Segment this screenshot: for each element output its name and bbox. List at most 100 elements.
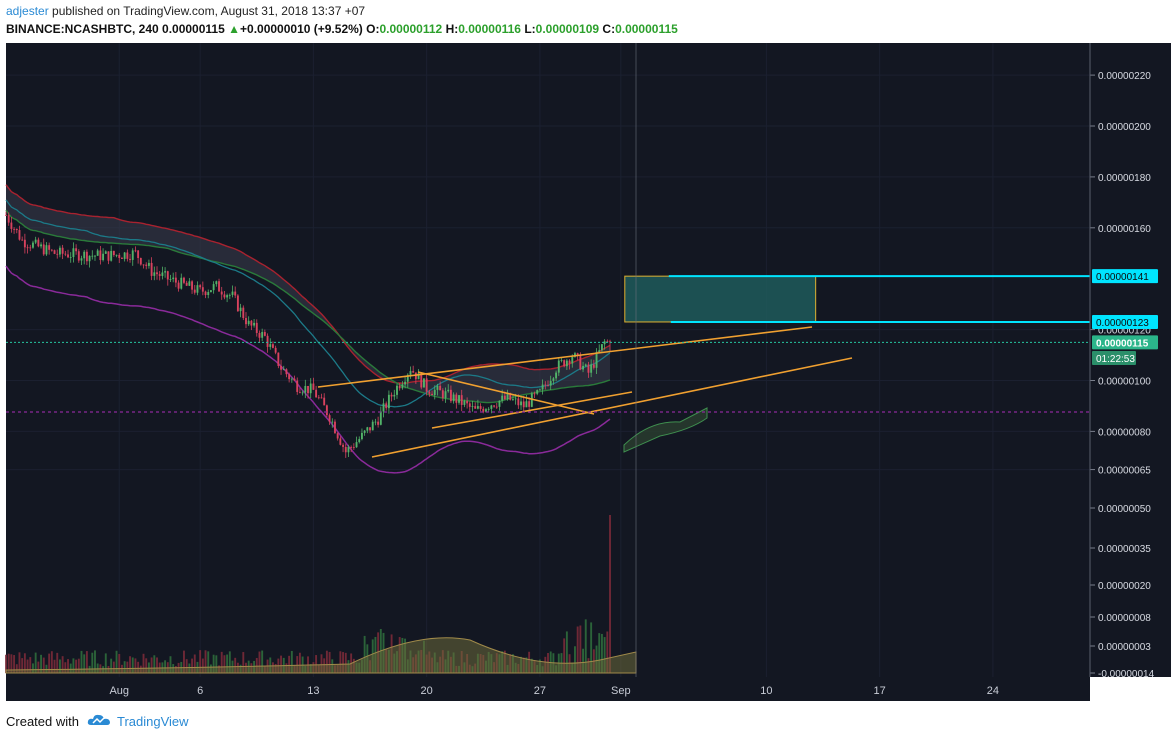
close-label: C:: [602, 22, 616, 36]
candle-body: [245, 318, 247, 325]
volume-bar: [29, 657, 32, 673]
candle-body: [147, 262, 150, 266]
price-change: +0.00000010 (+9.52%): [240, 22, 363, 36]
candle-body: [26, 247, 29, 249]
x-tick-label: 10: [760, 685, 772, 697]
candle-body: [501, 395, 504, 401]
candle-body: [277, 352, 280, 366]
candle-body: [307, 385, 309, 394]
candle-body: [13, 228, 16, 230]
candle-body: [315, 389, 318, 398]
volume-bar: [131, 657, 134, 673]
candle-body: [207, 292, 210, 296]
candle-body: [592, 364, 595, 368]
volume-bar: [96, 663, 99, 673]
volume-bar: [193, 654, 196, 673]
candle-body: [67, 254, 69, 258]
candle-body: [600, 344, 603, 351]
candle-body: [150, 262, 153, 276]
candle-body: [360, 432, 363, 440]
candle-body: [145, 264, 148, 266]
candle-body: [358, 439, 361, 443]
volume-bar: [234, 657, 237, 673]
candle-body: [449, 389, 452, 402]
candle-body: [7, 215, 10, 223]
candle-body: [587, 364, 590, 373]
volume-bar: [123, 661, 126, 673]
author-link[interactable]: adjester: [6, 4, 49, 18]
y-tick-label: 0.00000180: [1098, 173, 1151, 184]
y-tick-label: 0.00000220: [1098, 71, 1151, 82]
candle-body: [595, 352, 598, 368]
candle-body: [242, 307, 245, 319]
volume-bar: [201, 658, 204, 673]
candle-body: [258, 332, 261, 338]
price-chart[interactable]: 0.00000220 0.00000200 0.00000180 0.00000160…: [0, 40, 1171, 703]
candle-body: [193, 289, 196, 293]
candle-body: [223, 294, 226, 298]
candle-body: [460, 395, 463, 405]
candle-body: [509, 393, 512, 400]
volume-bar: [80, 650, 83, 673]
candle-body: [479, 406, 482, 409]
trendline: [417, 371, 595, 415]
candle-body: [220, 291, 223, 295]
candle-body: [188, 281, 191, 286]
volume-bar: [110, 658, 113, 673]
candle-body: [253, 322, 256, 326]
volume-bar: [296, 656, 299, 673]
candle-body: [493, 405, 496, 407]
price-badge-bg: [1092, 269, 1158, 284]
candle-body: [134, 250, 137, 252]
candle-body: [169, 279, 172, 280]
x-tick-label: 6: [197, 685, 203, 697]
candle-body: [371, 421, 374, 431]
candle-body: [129, 258, 131, 260]
candle-body: [10, 222, 13, 229]
volume-bar: [199, 650, 202, 673]
candle-body: [161, 272, 164, 276]
volume-bar: [185, 659, 188, 673]
tradingview-link[interactable]: TradingView: [116, 714, 189, 729]
candle-body: [234, 291, 237, 296]
candle-body: [541, 384, 544, 390]
candle-body: [293, 378, 296, 381]
time-axis[interactable]: [6, 677, 1090, 701]
candle-body: [196, 285, 199, 293]
candle-body: [34, 239, 37, 243]
volume-bar: [13, 655, 16, 673]
candle-body: [75, 248, 78, 252]
volume-bar: [342, 652, 345, 673]
volume-bar: [53, 659, 56, 673]
volume-bar: [280, 655, 282, 673]
volume-bar: [126, 661, 129, 673]
volume-bar: [104, 653, 107, 673]
volume-bar: [112, 661, 115, 673]
open-value: 0.00000112: [379, 22, 443, 36]
x-tick-label: 24: [987, 685, 999, 697]
candle-body: [387, 394, 390, 409]
symbol-name[interactable]: BINANCE:NCASHBTC, 240: [6, 22, 159, 36]
volume-bar: [344, 652, 347, 673]
volume-bar: [67, 659, 69, 673]
candle-body: [344, 446, 347, 453]
volume-bar: [609, 515, 611, 673]
tradingview-cloud-icon: [87, 713, 111, 730]
y-tick-label: 0.00000200: [1098, 122, 1151, 133]
candle-body: [355, 442, 358, 448]
candle-body: [312, 383, 315, 390]
price-badge-label: 01:22:53: [1096, 354, 1135, 365]
y-tick-label: 0.00000065: [1098, 466, 1151, 477]
volume-bar: [23, 653, 26, 673]
volume-bar: [5, 654, 7, 673]
candle-body: [474, 406, 477, 409]
candle-body: [447, 389, 450, 392]
candle-body: [118, 254, 121, 258]
candle-body: [565, 360, 568, 367]
candle-body: [398, 385, 401, 389]
candle-body: [37, 239, 40, 247]
candle-body: [139, 258, 142, 265]
candle-body: [209, 290, 212, 293]
candle-body: [374, 421, 377, 423]
candle-body: [506, 393, 509, 400]
